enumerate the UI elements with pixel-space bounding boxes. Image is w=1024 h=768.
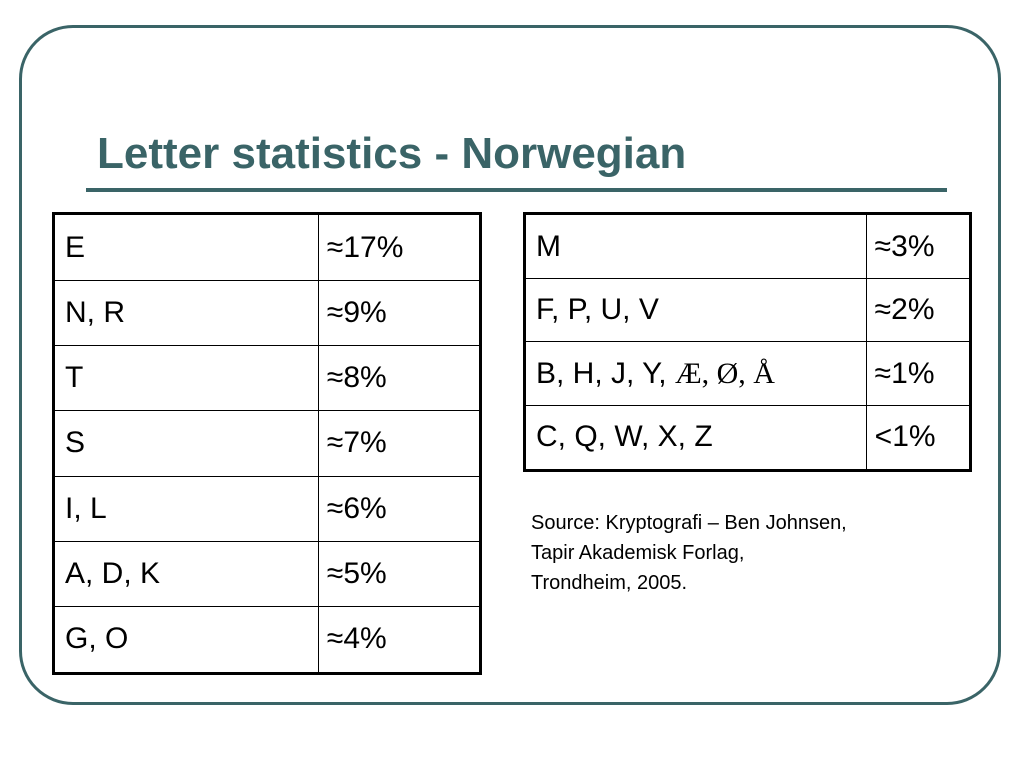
letters-cell: B, H, J, Y, Æ, Ø, Å (524, 341, 867, 406)
frequency-cell: ≈5% (317, 540, 482, 607)
table-row: C, Q, W, X, Z <1% (524, 404, 972, 472)
table-row: G, O ≈4% (53, 605, 482, 675)
letters-cell: C, Q, W, X, Z (524, 404, 867, 472)
frequency-cell: ≈2% (865, 278, 972, 343)
table-row: S ≈7% (53, 410, 482, 477)
frequency-cell: ≈4% (317, 605, 482, 675)
source-line: Trondheim, 2005. (531, 572, 688, 594)
table-row: A, D, K ≈5% (53, 540, 482, 607)
frequency-table-right: M ≈3% F, P, U, V ≈2% B, H, J, Y, Æ, Ø, Å… (523, 212, 972, 472)
letters-cell: M (524, 212, 867, 280)
letters-cell: T (53, 345, 319, 412)
frequency-cell: ≈8% (317, 345, 482, 412)
special-letters-text: Æ, Ø, Å (674, 356, 775, 390)
frequency-cell: ≈1% (865, 341, 972, 406)
table-row: B, H, J, Y, Æ, Ø, Å ≈1% (524, 341, 972, 406)
slide-frame (19, 25, 1001, 705)
source-line: Tapir Akademisk Forlag, (531, 542, 745, 564)
frequency-cell: ≈3% (865, 212, 972, 280)
frequency-cell: <1% (865, 404, 972, 472)
slide-title: Letter statistics - Norwegian (97, 129, 687, 178)
title-underline (86, 188, 947, 192)
letters-cell: I, L (53, 475, 319, 542)
letters-cell: E (53, 212, 319, 282)
letters-cell: N, R (53, 280, 319, 347)
table-row: F, P, U, V ≈2% (524, 278, 972, 343)
frequency-cell: ≈17% (317, 212, 482, 282)
letters-cell: G, O (53, 605, 319, 675)
letters-cell: A, D, K (53, 540, 319, 607)
frequency-table-left: E ≈17% N, R ≈9% T ≈8% S ≈7% I, L ≈6% A, … (52, 212, 482, 675)
frequency-cell: ≈6% (317, 475, 482, 542)
table-row: N, R ≈9% (53, 280, 482, 347)
letters-text: B, H, J, Y, (536, 356, 675, 390)
letters-cell: F, P, U, V (524, 278, 867, 343)
letters-cell: S (53, 410, 319, 477)
source-citation: Source: Kryptografi – Ben Johnsen, Tapir… (531, 508, 971, 598)
table-row: E ≈17% (53, 212, 482, 282)
frequency-cell: ≈7% (317, 410, 482, 477)
table-row: I, L ≈6% (53, 475, 482, 542)
table-row: T ≈8% (53, 345, 482, 412)
frequency-cell: ≈9% (317, 280, 482, 347)
table-row: M ≈3% (524, 212, 972, 280)
source-line: Source: Kryptografi – Ben Johnsen, (531, 512, 847, 534)
